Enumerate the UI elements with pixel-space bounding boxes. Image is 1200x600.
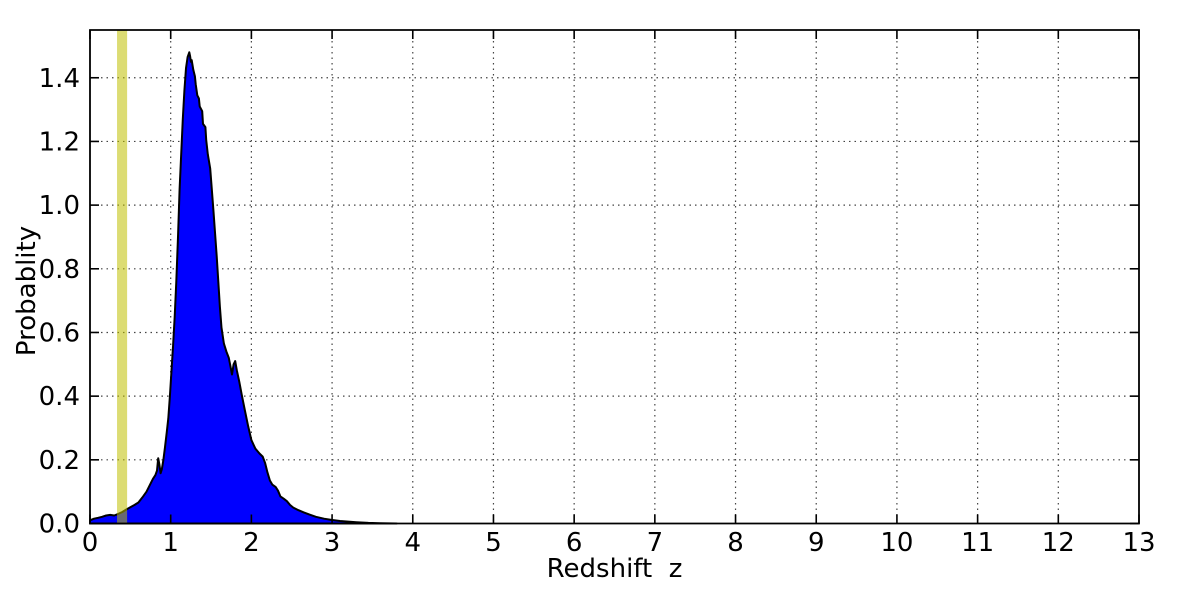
reference-redshift-band (117, 30, 128, 524)
y-tick-label: 0.8 (39, 255, 80, 285)
y-tick-label: 1.2 (39, 127, 80, 157)
x-tick-label: 5 (485, 528, 502, 558)
x-axis-label: Redshift z (546, 554, 683, 584)
x-tick-label: 7 (647, 528, 664, 558)
y-tick-label: 0.4 (39, 382, 80, 412)
y-tick-label: 0.6 (39, 318, 80, 348)
x-tick-label: 0 (82, 528, 99, 558)
y-tick-label: 1.0 (39, 191, 80, 221)
probability-density-area (89, 51, 398, 525)
x-tick-label: 3 (324, 528, 341, 558)
x-tick-label: 13 (1122, 528, 1155, 558)
x-tick-label: 2 (243, 528, 260, 558)
y-tick-label: 1.4 (39, 64, 80, 94)
x-tick-label: 8 (727, 528, 744, 558)
x-tick-label: 4 (404, 528, 421, 558)
x-tick-label: 11 (961, 528, 994, 558)
y-tick-label: 0.0 (39, 510, 80, 540)
x-tick-label: 10 (880, 528, 913, 558)
x-tick-label: 6 (566, 528, 583, 558)
y-tick-label: 0.2 (39, 446, 80, 476)
y-axis-label: Probablity (12, 225, 42, 357)
x-tick-label: 12 (1042, 528, 1075, 558)
x-tick-label: 9 (808, 528, 825, 558)
x-tick-label: 1 (162, 528, 179, 558)
